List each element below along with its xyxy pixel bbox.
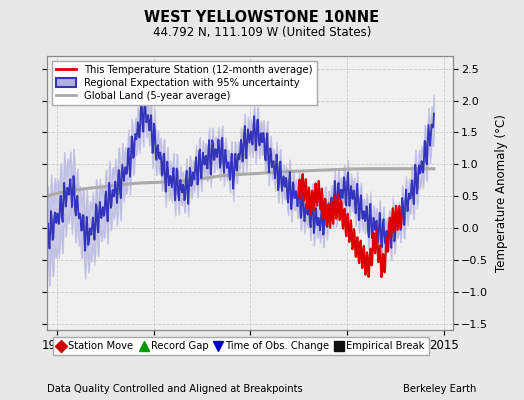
Text: Data Quality Controlled and Aligned at Breakpoints: Data Quality Controlled and Aligned at B… (47, 384, 303, 394)
Text: 44.792 N, 111.109 W (United States): 44.792 N, 111.109 W (United States) (153, 26, 371, 39)
Legend: This Temperature Station (12-month average), Regional Expectation with 95% uncer: This Temperature Station (12-month avera… (52, 61, 316, 105)
Y-axis label: Temperature Anomaly (°C): Temperature Anomaly (°C) (495, 114, 508, 272)
Text: Berkeley Earth: Berkeley Earth (403, 384, 477, 394)
Legend: Station Move, Record Gap, Time of Obs. Change, Empirical Break: Station Move, Record Gap, Time of Obs. C… (53, 337, 429, 355)
Text: WEST YELLOWSTONE 10NNE: WEST YELLOWSTONE 10NNE (145, 10, 379, 25)
